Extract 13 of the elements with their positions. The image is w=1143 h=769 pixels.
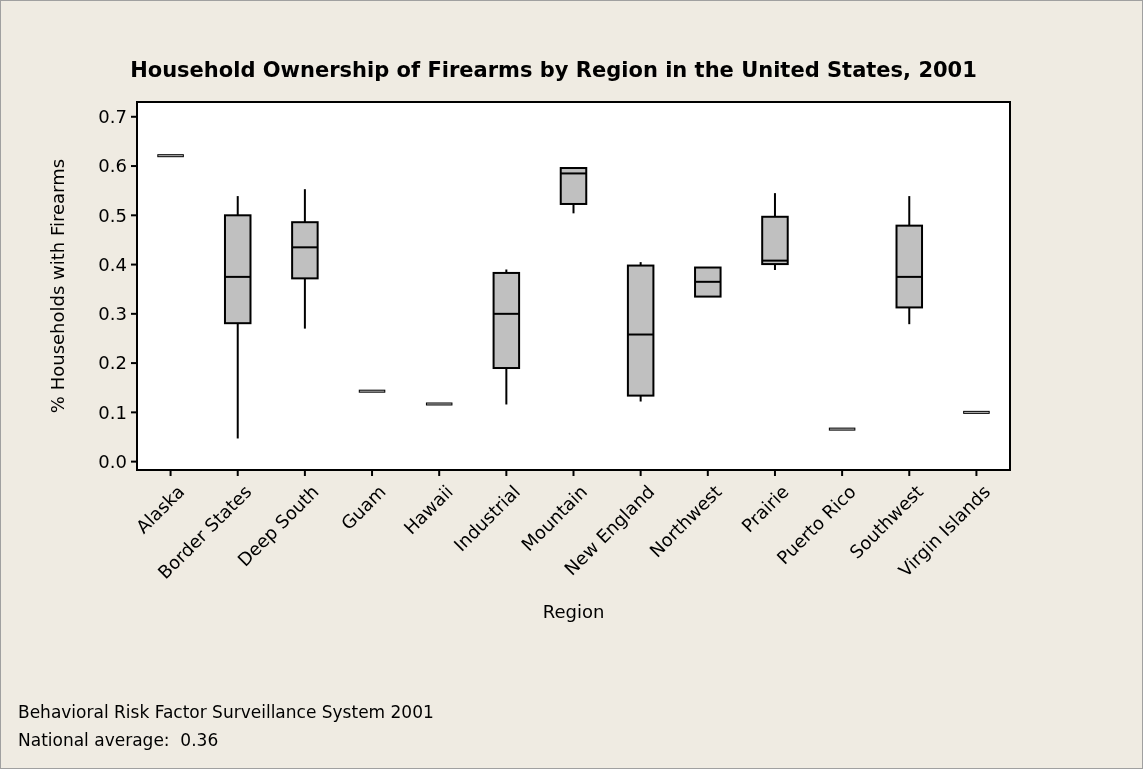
- y-tick-label: 0.2: [98, 352, 127, 374]
- y-tick-label: 0.0: [98, 450, 127, 472]
- y-tick-label: 0.3: [98, 303, 127, 325]
- text: National average: 0.36: [18, 730, 219, 750]
- y-tick-label: 0.1: [98, 401, 127, 423]
- y-axis-title: % Households with Firearms: [47, 158, 68, 414]
- x-axis-title: Region: [542, 601, 605, 622]
- chart-title: Household Ownership of Firearms by Region in the United States, 2001: [130, 58, 977, 82]
- y-tick-label: 0.7: [98, 106, 127, 128]
- text: Behavioral Risk Factor Surveillance System 2001: [18, 702, 434, 722]
- y-tick-label: 0.5: [98, 204, 127, 226]
- y-tick-label: 0.4: [98, 253, 127, 275]
- y-tick-label: 0.6: [98, 155, 127, 177]
